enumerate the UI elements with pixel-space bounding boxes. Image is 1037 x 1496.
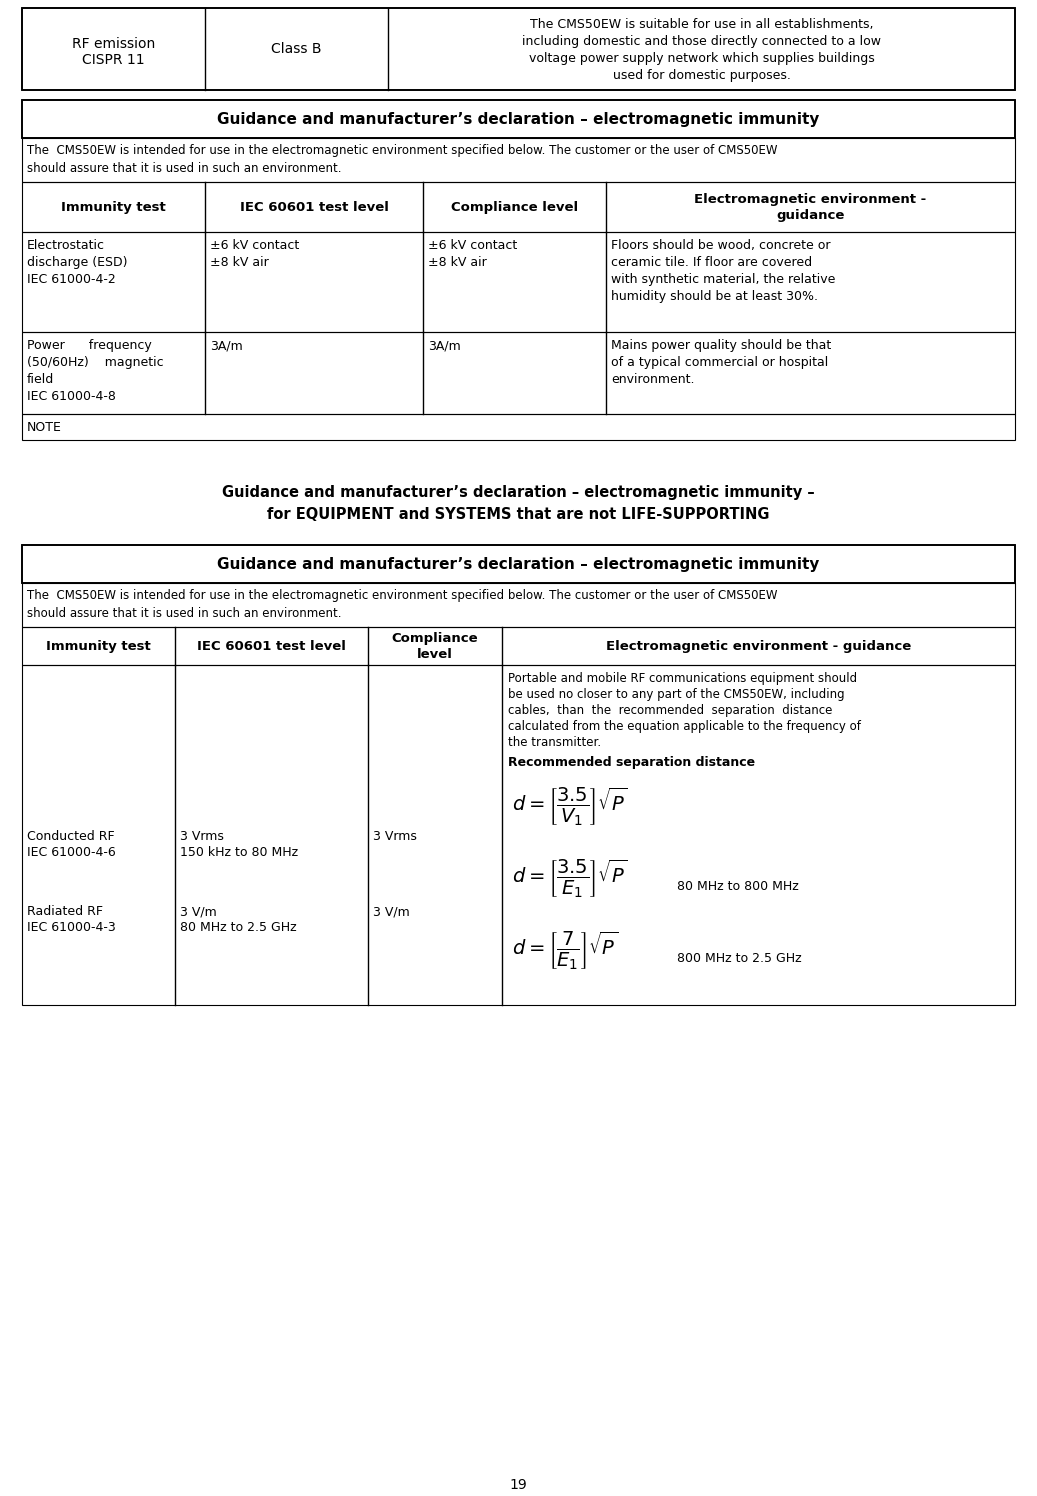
Bar [22,138,1015,183]
Text: voltage power supply network which supplies buildings: voltage power supply network which suppl… [529,52,874,64]
Text: the transmitter.: the transmitter. [508,736,601,749]
Text: Guidance and manufacturer’s declaration – electromagnetic immunity: Guidance and manufacturer’s declaration … [218,112,819,127]
Text: 800 MHz to 2.5 GHz: 800 MHz to 2.5 GHz [677,951,802,965]
Text: ceramic tile. If floor are covered: ceramic tile. If floor are covered [611,256,812,269]
Text: Mains power quality should be that: Mains power quality should be that [611,340,832,352]
Text: 80 MHz to 800 MHz: 80 MHz to 800 MHz [677,880,798,893]
Text: RF emission: RF emission [72,37,156,51]
Bar [22,627,1015,666]
Text: should assure that it is used in such an environment.: should assure that it is used in such an… [27,162,341,175]
Text: 3A/m: 3A/m [428,340,460,352]
Bar [22,100,1015,138]
Text: IEC 60601 test level: IEC 60601 test level [197,639,346,652]
Text: ±8 kV air: ±8 kV air [211,256,269,269]
Text: be used no closer to any part of the CMS50EW, including: be used no closer to any part of the CMS… [508,688,844,702]
Text: 3 V/m: 3 V/m [180,905,217,919]
Bar [22,7,1015,90]
Text: (50/60Hz)    magnetic: (50/60Hz) magnetic [27,356,164,370]
Text: IEC 60601 test level: IEC 60601 test level [240,200,389,214]
Text: for EQUIPMENT and SYSTEMS that are not LIFE-SUPPORTING: for EQUIPMENT and SYSTEMS that are not L… [268,507,769,522]
Text: 3 V/m: 3 V/m [373,905,410,919]
Text: Compliance: Compliance [392,631,478,645]
Bar [22,100,1015,138]
Text: humidity should be at least 30%.: humidity should be at least 30%. [611,290,818,304]
Text: Conducted RF: Conducted RF [27,830,115,844]
Text: Guidance and manufacturer’s declaration – electromagnetic immunity: Guidance and manufacturer’s declaration … [218,557,819,571]
Text: discharge (ESD): discharge (ESD) [27,256,128,269]
Text: Recommended separation distance: Recommended separation distance [508,755,755,769]
Bar [22,183,1015,232]
Text: 150 kHz to 80 MHz: 150 kHz to 80 MHz [180,847,298,859]
Text: The  CMS50EW is intended for use in the electromagnetic environment specified be: The CMS50EW is intended for use in the e… [27,589,778,601]
Bar [22,232,1015,332]
Text: including domestic and those directly connected to a low: including domestic and those directly co… [522,34,881,48]
Text: Radiated RF: Radiated RF [27,905,103,919]
Text: CISPR 11: CISPR 11 [82,52,145,67]
Text: The  CMS50EW is intended for use in the electromagnetic environment specified be: The CMS50EW is intended for use in the e… [27,144,778,157]
Bar [22,545,1015,583]
Bar [22,414,1015,440]
Text: Electrostatic: Electrostatic [27,239,105,251]
Text: IEC 61000-4-2: IEC 61000-4-2 [27,272,116,286]
Text: field: field [27,373,54,386]
Text: Class B: Class B [272,42,321,55]
Bar [22,583,1015,627]
Text: Electromagnetic environment -: Electromagnetic environment - [695,193,927,205]
Text: Portable and mobile RF communications equipment should: Portable and mobile RF communications eq… [508,672,858,685]
Text: Electromagnetic environment - guidance: Electromagnetic environment - guidance [606,639,912,652]
Text: 80 MHz to 2.5 GHz: 80 MHz to 2.5 GHz [180,922,297,934]
Text: with synthetic material, the relative: with synthetic material, the relative [611,272,836,286]
Text: Immunity test: Immunity test [46,639,150,652]
Text: Immunity test: Immunity test [61,200,166,214]
Text: ±6 kV contact: ±6 kV contact [428,239,517,251]
Text: calculated from the equation applicable to the frequency of: calculated from the equation applicable … [508,720,861,733]
Text: guidance: guidance [777,208,845,221]
Text: 3A/m: 3A/m [211,340,243,352]
Text: IEC 61000-4-3: IEC 61000-4-3 [27,922,116,934]
Text: The CMS50EW is suitable for use in all establishments,: The CMS50EW is suitable for use in all e… [530,18,873,31]
Text: ±8 kV air: ±8 kV air [428,256,486,269]
Text: IEC 61000-4-8: IEC 61000-4-8 [27,390,116,402]
Text: Floors should be wood, concrete or: Floors should be wood, concrete or [611,239,831,251]
Text: IEC 61000-4-6: IEC 61000-4-6 [27,847,116,859]
Text: 3 Vrms: 3 Vrms [180,830,224,844]
Text: used for domestic purposes.: used for domestic purposes. [613,69,790,82]
Text: 19: 19 [509,1478,528,1492]
Text: environment.: environment. [611,373,695,386]
Text: $d = \left[\dfrac{3.5}{V_1}\right]\sqrt{P}$: $d = \left[\dfrac{3.5}{V_1}\right]\sqrt{… [512,785,627,829]
Text: should assure that it is used in such an environment.: should assure that it is used in such an… [27,607,341,619]
Text: $d = \left[\dfrac{7}{E_1}\right]\sqrt{P}$: $d = \left[\dfrac{7}{E_1}\right]\sqrt{P}… [512,931,618,972]
Text: of a typical commercial or hospital: of a typical commercial or hospital [611,356,829,370]
Bar [22,545,1015,583]
Text: level: level [417,648,453,661]
Bar [22,7,1015,90]
Bar [22,332,1015,414]
Text: $d = \left[\dfrac{3.5}{E_1}\right]\sqrt{P}$: $d = \left[\dfrac{3.5}{E_1}\right]\sqrt{… [512,859,627,901]
Text: 3 Vrms: 3 Vrms [373,830,417,844]
Text: Power      frequency: Power frequency [27,340,151,352]
Text: ±6 kV contact: ±6 kV contact [211,239,300,251]
Bar [22,666,1015,1005]
Text: Compliance level: Compliance level [451,200,578,214]
Text: cables,  than  the  recommended  separation  distance: cables, than the recommended separation … [508,705,833,717]
Text: NOTE: NOTE [27,420,62,434]
Text: Guidance and manufacturer’s declaration – electromagnetic immunity –: Guidance and manufacturer’s declaration … [222,485,815,500]
